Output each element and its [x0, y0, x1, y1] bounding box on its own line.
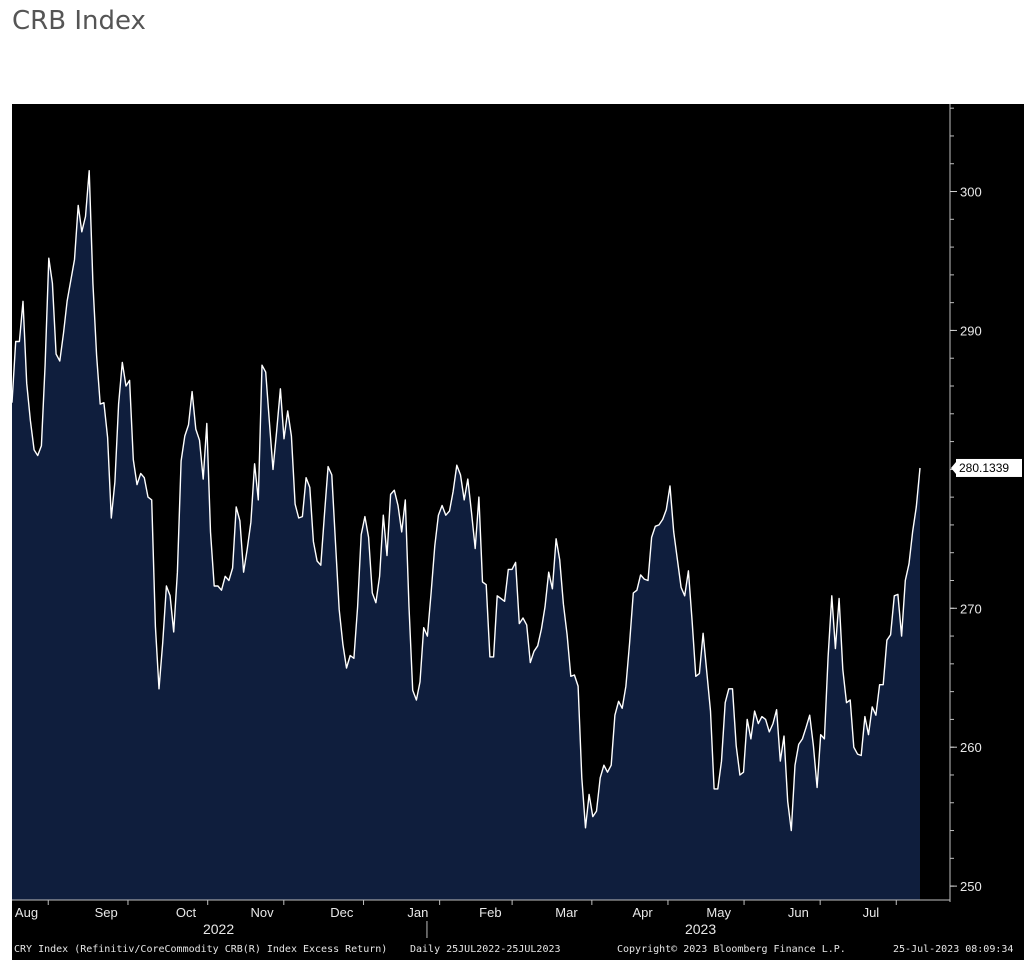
y-tick-label: 300	[960, 185, 982, 200]
x-tick-label: Mar	[555, 905, 578, 920]
y-axis: 250260270280290300280.1339	[949, 104, 1022, 902]
x-tick-label: Aug	[15, 905, 38, 920]
footer-period: Daily 25JUL2022-25JUL2023	[410, 944, 561, 955]
x-tick-label: Feb	[479, 905, 501, 920]
x-tick-label: Sep	[95, 905, 118, 920]
footer-timestamp: 25-Jul-2023 08:09:34	[893, 944, 1014, 955]
y-tick-label: 270	[960, 601, 982, 616]
x-tick-label: May	[706, 905, 731, 920]
x-tick-label: Jan	[407, 905, 428, 920]
y-tick-label: 260	[960, 740, 982, 755]
page-title: CRB Index	[12, 6, 146, 36]
x-axis: Aug Sep Oct Nov Dec Jan Feb Mar Apr May Jun Jul 2022…	[12, 899, 950, 938]
series-area	[12, 170, 920, 900]
footer-copyright: Copyright© 2023 Bloomberg Finance L.P.	[617, 944, 846, 955]
x-tick-label: Jun	[788, 905, 809, 920]
footer-ticker: CRY Index (Refinitiv/CoreCommodity CRB(R…	[14, 944, 388, 955]
x-tick-label: Apr	[632, 905, 653, 920]
x-tick-label: Jul	[863, 905, 880, 920]
x-tick-label: Dec	[330, 905, 354, 920]
year-label: 2022	[203, 921, 234, 937]
plot-area	[11, 170, 921, 900]
price-tag-box	[956, 458, 1022, 477]
price-tag-pointer	[951, 461, 956, 474]
y-tick-label: 290	[960, 323, 982, 338]
y-tick-label: 250	[960, 879, 982, 894]
year-label: 2023	[685, 921, 716, 937]
last-price-label: 280.1339	[959, 461, 1009, 475]
series-line	[11, 170, 921, 832]
x-tick-label: Oct	[176, 905, 197, 920]
x-tick-label: Nov	[250, 905, 274, 920]
